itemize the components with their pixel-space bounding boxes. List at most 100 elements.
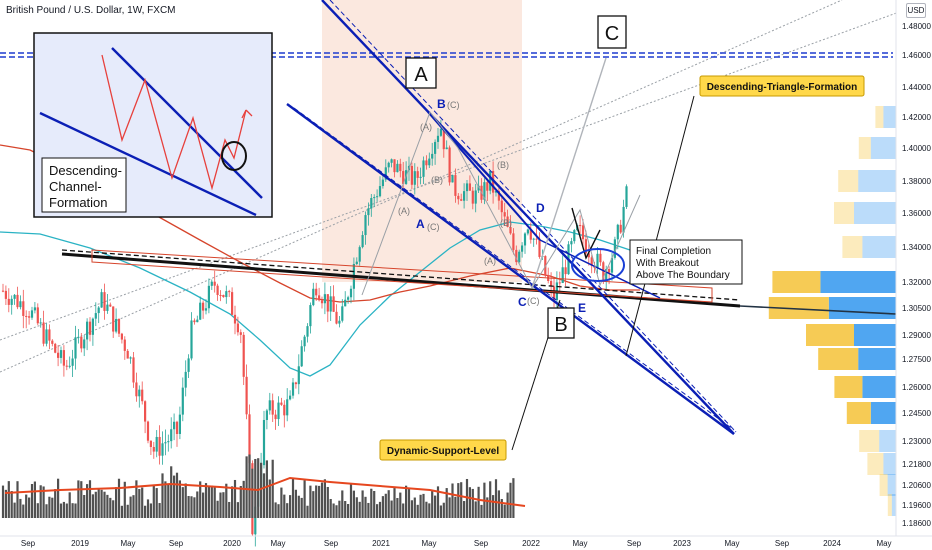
price-candle[interactable] <box>477 185 480 191</box>
price-candle[interactable] <box>526 229 529 234</box>
price-candle[interactable] <box>204 308 208 311</box>
price-candle[interactable] <box>587 253 590 258</box>
price-candle[interactable] <box>625 186 628 207</box>
price-candle[interactable] <box>602 262 605 282</box>
price-candle[interactable] <box>332 296 335 312</box>
price-candle[interactable] <box>515 249 518 263</box>
price-candle[interactable] <box>222 294 225 298</box>
price-candle[interactable] <box>68 365 71 367</box>
price-candle[interactable] <box>135 382 138 397</box>
price-candle[interactable] <box>97 307 100 314</box>
price-candle[interactable] <box>381 179 384 187</box>
price-candle[interactable] <box>338 320 341 324</box>
price-candle[interactable] <box>390 159 393 163</box>
price-candle[interactable] <box>323 294 326 304</box>
price-candle[interactable] <box>434 141 437 154</box>
price-candle[interactable] <box>326 294 329 312</box>
breakout-circle[interactable] <box>571 248 625 282</box>
price-candle[interactable] <box>431 153 434 159</box>
price-candle[interactable] <box>36 307 39 324</box>
price-candle[interactable] <box>581 225 585 240</box>
price-candle[interactable] <box>115 318 118 332</box>
price-candle[interactable] <box>178 414 181 434</box>
price-candle[interactable] <box>86 321 89 340</box>
price-candle[interactable] <box>608 269 611 273</box>
price-candle[interactable] <box>538 239 541 257</box>
price-candle[interactable] <box>454 175 457 196</box>
price-candle[interactable] <box>283 404 286 416</box>
price-candle[interactable] <box>349 288 353 298</box>
price-candle[interactable] <box>344 299 347 307</box>
price-candle[interactable] <box>144 401 147 422</box>
price-candle[interactable] <box>291 382 295 396</box>
price-candle[interactable] <box>254 506 257 535</box>
price-candle[interactable] <box>196 319 199 323</box>
price-candle[interactable] <box>109 304 112 307</box>
price-candle[interactable] <box>199 302 202 320</box>
price-candle[interactable] <box>535 238 538 240</box>
price-candle[interactable] <box>120 333 123 340</box>
price-candle[interactable] <box>138 389 141 397</box>
price-candle[interactable] <box>579 225 582 227</box>
price-candle[interactable] <box>320 300 324 304</box>
price-candle[interactable] <box>280 402 283 405</box>
price-candle[interactable] <box>277 402 280 420</box>
price-candle[interactable] <box>619 224 622 233</box>
price-candle[interactable] <box>91 318 94 335</box>
price-candle[interactable] <box>442 128 445 150</box>
price-candle[interactable] <box>33 307 36 311</box>
price-candle[interactable] <box>297 366 300 385</box>
price-candle[interactable] <box>410 165 413 185</box>
price-candle[interactable] <box>141 389 144 402</box>
price-candle[interactable] <box>439 128 442 136</box>
price-candle[interactable] <box>509 226 512 234</box>
price-candle[interactable] <box>216 285 219 295</box>
price-candle[interactable] <box>100 292 103 308</box>
price-candle[interactable] <box>457 195 460 200</box>
price-candle[interactable] <box>286 399 289 416</box>
price-candle[interactable] <box>239 332 242 335</box>
price-candle[interactable] <box>83 339 86 349</box>
price-candle[interactable] <box>483 182 486 200</box>
price-candle[interactable] <box>463 191 466 201</box>
price-candle[interactable] <box>552 286 556 301</box>
price-candle[interactable] <box>262 419 266 466</box>
price-candle[interactable] <box>393 159 396 173</box>
price-candle[interactable] <box>213 281 216 286</box>
price-candle[interactable] <box>558 282 561 284</box>
price-candle[interactable] <box>413 171 416 185</box>
price-candle[interactable] <box>117 318 121 334</box>
price-candle[interactable] <box>387 162 390 168</box>
price-candle[interactable] <box>42 322 45 344</box>
price-candle[interactable] <box>570 241 573 245</box>
price-candle[interactable] <box>573 230 576 242</box>
price-candle[interactable] <box>80 336 83 349</box>
price-candle[interactable] <box>48 329 51 341</box>
price-candle[interactable] <box>132 357 135 383</box>
price-candle[interactable] <box>164 442 167 444</box>
price-candle[interactable] <box>88 321 92 335</box>
price-candle[interactable] <box>129 357 132 359</box>
price-candle[interactable] <box>622 206 625 233</box>
price-candle[interactable] <box>155 436 158 452</box>
price-candle[interactable] <box>329 296 332 312</box>
price-candle[interactable] <box>22 301 25 316</box>
price-candle[interactable] <box>489 171 492 191</box>
price-candle[interactable] <box>74 337 77 359</box>
price-candle[interactable] <box>294 382 297 385</box>
price-candle[interactable] <box>231 292 234 315</box>
price-candle[interactable] <box>460 199 463 201</box>
price-candle[interactable] <box>521 245 524 252</box>
price-candle[interactable] <box>373 197 376 199</box>
price-candle[interactable] <box>161 443 164 456</box>
price-candle[interactable] <box>274 414 277 420</box>
price-candle[interactable] <box>384 167 387 180</box>
price-candle[interactable] <box>376 196 379 198</box>
price-candle[interactable] <box>341 306 344 321</box>
price-candle[interactable] <box>361 235 364 248</box>
price-candle[interactable] <box>471 190 474 204</box>
price-candle[interactable] <box>396 163 399 173</box>
price-candle[interactable] <box>236 323 239 333</box>
price-candle[interactable] <box>210 281 213 286</box>
